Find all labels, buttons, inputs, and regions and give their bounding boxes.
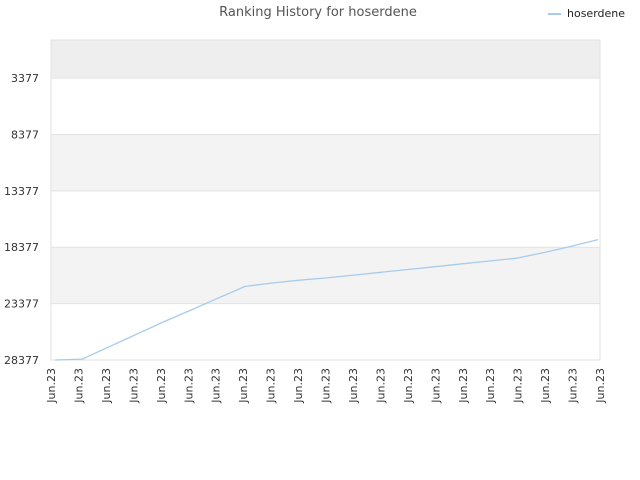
x-tick-label: Jun.23 xyxy=(402,368,415,404)
x-tick-label: Jun.23 xyxy=(100,368,113,404)
x-tick-label: Jun.23 xyxy=(72,368,85,404)
x-tick-label: Jun.23 xyxy=(484,368,497,404)
background-band xyxy=(51,247,600,304)
x-tick-label: Jun.23 xyxy=(374,368,387,404)
y-tick-label: 23377 xyxy=(4,298,39,311)
legend-label: hoserdene xyxy=(567,7,625,20)
background-band xyxy=(51,40,600,79)
background-band xyxy=(51,134,600,191)
x-tick-label: Jun.23 xyxy=(320,368,333,404)
series-line-hoserdene xyxy=(54,238,599,361)
x-tick-label: Jun.23 xyxy=(210,368,223,404)
x-tick-label: Jun.23 xyxy=(155,368,168,404)
x-tick-label: Jun.23 xyxy=(45,368,58,404)
y-tick-label: 13377 xyxy=(4,185,39,198)
x-tick-label: Jun.23 xyxy=(429,368,442,404)
x-tick-label: Jun.23 xyxy=(292,368,305,404)
x-axis-ticks: Jun.23 Jun.23 Jun.23 Jun.23 Jun.23 Jun.23 Jun.… xyxy=(45,368,607,404)
y-tick-label: 3377 xyxy=(11,72,39,85)
x-tick-label: Jun.23 xyxy=(457,368,470,404)
gridlines xyxy=(51,77,600,361)
background-bands xyxy=(50,39,601,361)
x-tick-label: Jun.23 xyxy=(567,368,580,404)
chart-title: Ranking History for hoserdene xyxy=(219,5,417,20)
y-tick-label: 28377 xyxy=(4,354,39,367)
x-tick-label: Jun.23 xyxy=(512,368,525,404)
series-layer xyxy=(54,238,599,361)
legend: hoserdene xyxy=(548,7,625,20)
x-tick-label: Jun.23 xyxy=(265,368,278,404)
background-band xyxy=(51,190,600,248)
x-tick-label: Jun.23 xyxy=(347,368,360,404)
background-band xyxy=(51,78,600,135)
x-tick-label: Jun.23 xyxy=(539,368,552,404)
x-tick-label: Jun.23 xyxy=(237,368,250,404)
y-tick-label: 8377 xyxy=(11,128,39,141)
y-tick-label: 18377 xyxy=(4,241,39,254)
x-tick-label: Jun.23 xyxy=(182,368,195,404)
x-tick-label: Jun.23 xyxy=(594,368,607,404)
background-band xyxy=(51,303,600,360)
y-axis-ticks: 3377 8377 13377 18377 23377 28377 xyxy=(4,72,39,367)
x-tick-label: Jun.23 xyxy=(127,368,140,404)
